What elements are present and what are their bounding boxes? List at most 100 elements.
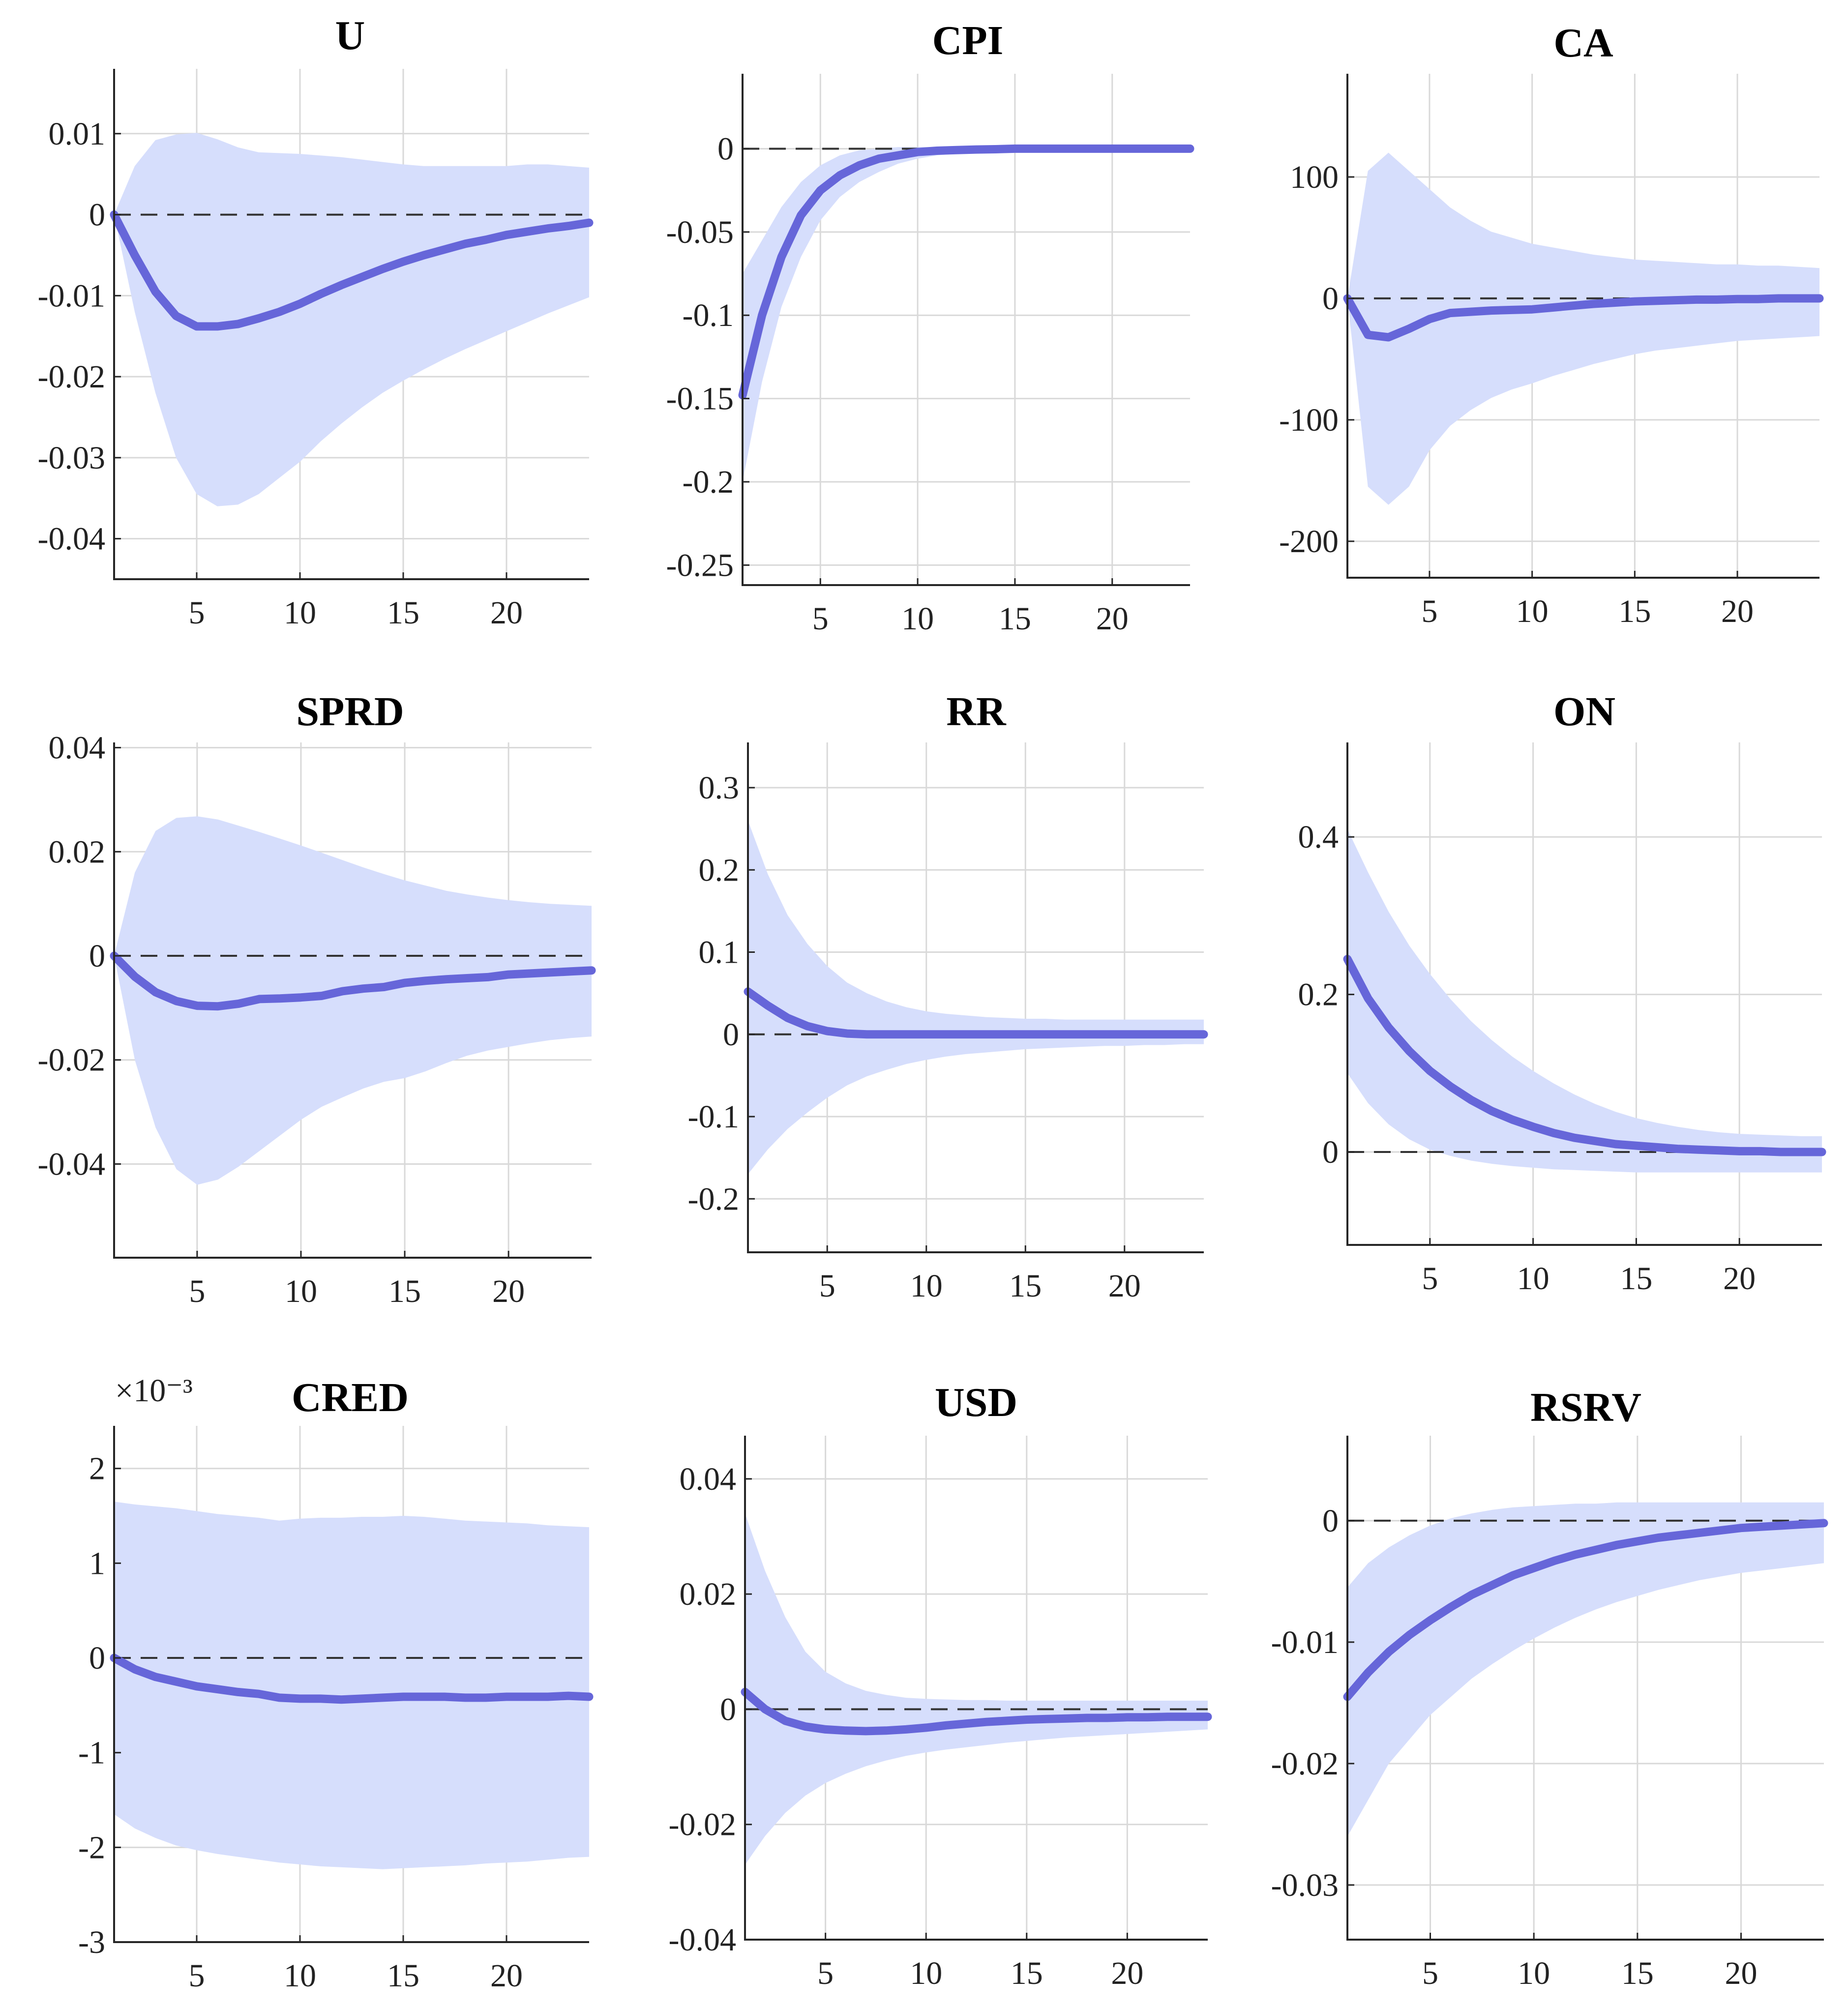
axis-frame [113, 742, 592, 1259]
subplot-u: 5 10 15 20 0.01 0 -0.01 -0.02 -0.03 -0.04 U [38, 13, 594, 631]
y-tick-label: 0 [89, 197, 105, 233]
impulse-response-line [744, 987, 1208, 1039]
x-tick-label: 10 [910, 1955, 942, 1991]
y-tick-label: -3 [78, 1924, 105, 1960]
y-tick-label: -1 [78, 1735, 105, 1771]
y-tick-label: 0.04 [49, 730, 106, 766]
y-tick-label: -100 [1279, 402, 1339, 438]
x-tick-label: 10 [910, 1268, 943, 1304]
y-tick-label: -0.04 [38, 521, 105, 557]
subplot-on: 5 10 15 20 0.4 0.2 0 ON [1298, 689, 1826, 1297]
y-tick-label: 0 [723, 1017, 739, 1053]
x-tick-label: 5 [189, 1958, 205, 1994]
subplot-sprd: 5 10 15 20 0.04 0.02 0 -0.02 -0.04 SPRD [38, 689, 596, 1309]
axis-frame [113, 69, 589, 580]
subplot-title: RSRV [1530, 1385, 1641, 1430]
x-tick-label: 5 [189, 595, 205, 631]
x-tick-label: 10 [1517, 1261, 1550, 1297]
y-tick-label: -0.15 [666, 381, 734, 417]
x-tick-label: 15 [387, 595, 419, 631]
y-tick-label: -0.01 [38, 278, 105, 314]
y-tick-label: 0 [1322, 281, 1339, 317]
x-tick-label: 15 [1009, 1268, 1042, 1304]
x-tick-label: 20 [490, 1958, 523, 1994]
x-tick-label: 5 [1421, 593, 1437, 629]
axis-frame [1346, 1436, 1824, 1941]
x-tick-label: 5 [1422, 1261, 1438, 1297]
confidence-band [1347, 1502, 1824, 1837]
y-tick-label: -0.02 [1271, 1746, 1339, 1782]
subplot-ca: 5 10 15 20 100 0 -100 -200 CA [1279, 20, 1824, 629]
y-tick-label: 0.2 [699, 852, 740, 888]
x-tick-label: 5 [817, 1955, 834, 1991]
y-tick-label: 0.02 [49, 834, 106, 870]
y-tick-label: 0.3 [699, 770, 740, 806]
y-tick-label: -200 [1279, 524, 1339, 560]
y-tick-label: 0 [89, 938, 105, 974]
x-tick-label: 5 [189, 1273, 205, 1309]
x-tick-label: 20 [490, 595, 523, 631]
x-tick-label: 15 [1618, 593, 1651, 629]
subplot-title: U [335, 13, 365, 59]
x-tick-label: 10 [285, 1273, 317, 1309]
y-tick-label: -0.01 [1271, 1624, 1339, 1660]
x-tick-label: 5 [819, 1268, 835, 1304]
x-tick-label: 15 [1621, 1955, 1654, 1991]
impulse-response-line [110, 210, 594, 331]
y-tick-label: 0.02 [680, 1576, 737, 1612]
y-tick-label: 2 [89, 1451, 105, 1487]
x-tick-label: 20 [1723, 1261, 1756, 1297]
y-tick-label: 0.2 [1298, 977, 1339, 1013]
axis-frame [747, 742, 1204, 1253]
y-tick-label: -0.05 [666, 214, 734, 250]
x-tick-label: 15 [388, 1273, 421, 1309]
y-tick-label: -0.25 [666, 547, 734, 583]
x-tick-label: 20 [1108, 1268, 1141, 1304]
axis-frame [1346, 742, 1822, 1246]
subplot-title: SPRD [296, 689, 404, 735]
x-tick-label: 10 [1516, 593, 1549, 629]
x-tick-label: 20 [1096, 601, 1129, 637]
y-tick-label: -0.2 [688, 1181, 739, 1217]
subplot-usd: 5 10 15 20 0.04 0.02 0 -0.02 -0.04 USD [669, 1380, 1212, 1991]
y-tick-label: -0.02 [38, 1042, 105, 1078]
x-tick-label: 15 [387, 1958, 419, 1994]
y-tick-label: -2 [78, 1830, 105, 1865]
y-tick-label: -0.03 [1271, 1867, 1339, 1903]
y-tick-label: -0.03 [38, 440, 105, 476]
y-tick-label: -0.02 [38, 359, 105, 395]
impulse-response-line [738, 144, 1194, 400]
y-tick-label: -0.02 [669, 1807, 736, 1843]
y-tick-label: -0.04 [38, 1146, 105, 1182]
y-tick-label: -0.04 [669, 1922, 736, 1958]
x-tick-label: 10 [284, 1958, 316, 1994]
axis-frame [1346, 74, 1819, 579]
impulse-response-line [1343, 955, 1826, 1156]
confidence-band [748, 820, 1204, 1175]
x-tick-label: 5 [1422, 1955, 1438, 1991]
confidence-band [114, 133, 589, 506]
x-tick-label: 10 [901, 601, 934, 637]
impulse-response-line [1343, 1519, 1828, 1701]
x-tick-label: 20 [1111, 1955, 1143, 1991]
y-tick-label: 0.1 [699, 935, 740, 971]
y-tick-label: 0 [717, 131, 734, 167]
confidence-band [114, 816, 592, 1185]
y-tick-label: 0.4 [1298, 819, 1339, 855]
subplot-title: CPI [932, 18, 1004, 63]
subplot-title: USD [935, 1380, 1017, 1425]
x-tick-label: 15 [1620, 1261, 1652, 1297]
subplot-rr: 5 10 15 20 0.3 0.2 0.1 0 -0.1 -0.2 RR [688, 689, 1208, 1304]
confidence-band [745, 1513, 1208, 1865]
y-tick-label: 0 [1322, 1503, 1339, 1539]
confidence-band [743, 147, 1190, 482]
axis-exponent-label: ×10⁻³ [115, 1373, 193, 1409]
subplot-cpi: 5 10 15 20 0 -0.05 -0.1 -0.15 -0.2 -0.25 CPI [666, 18, 1194, 637]
impulse-response-line [741, 1687, 1212, 1736]
subplot-title: CA [1553, 20, 1613, 66]
y-tick-label: 100 [1290, 159, 1339, 195]
subplot-rsrv: 5 10 15 20 0 -0.01 -0.02 -0.03 RSRV [1271, 1385, 1828, 1991]
y-tick-label: 0.04 [680, 1461, 737, 1497]
